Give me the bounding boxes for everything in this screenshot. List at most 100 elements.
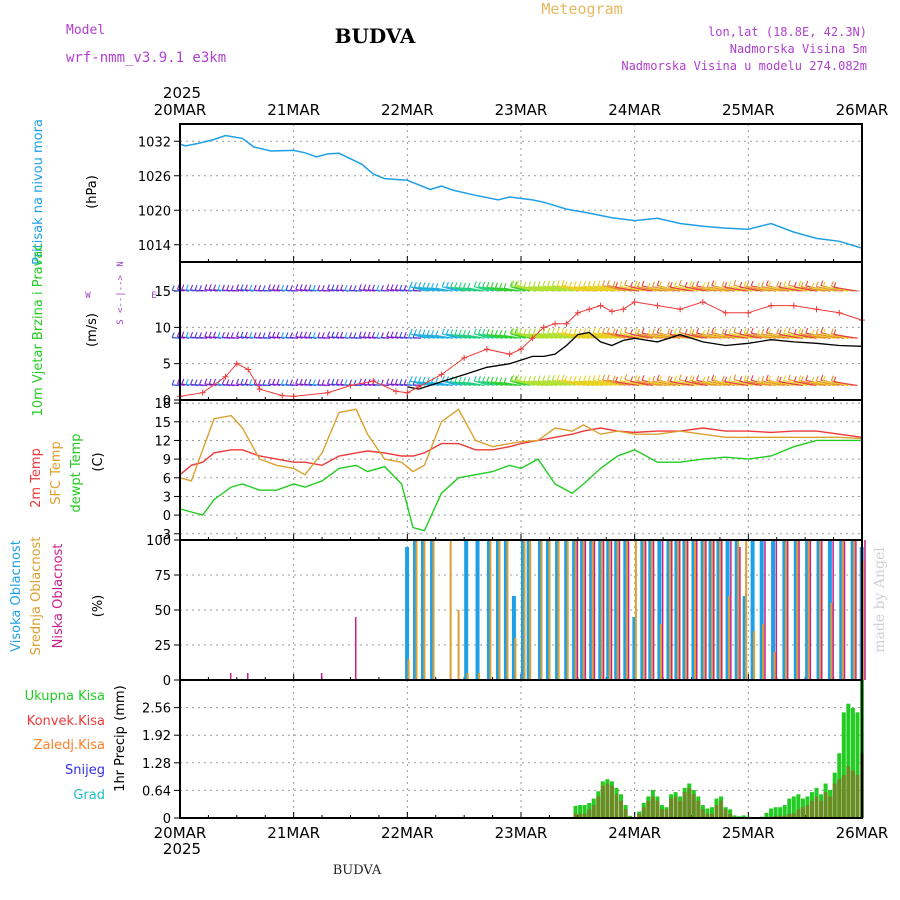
wind-barb: [637, 333, 663, 339]
precip-convective-bar: [832, 783, 837, 818]
wind-barb-flag: [394, 331, 398, 338]
wind-barb: [547, 285, 572, 292]
wind-barb-flag: [208, 331, 212, 337]
cloud-mid-bar: [625, 540, 628, 680]
wind-barb: [353, 337, 362, 339]
wind-barb: [478, 286, 494, 292]
wind-barb-flag: [171, 379, 175, 386]
wind-barb: [569, 286, 594, 292]
cloud-mid-bar: [548, 540, 551, 680]
wind-barb-flag: [221, 332, 225, 338]
wind-barb-flag: [612, 375, 616, 381]
wind-barb-flag: [422, 282, 426, 288]
wind-barb-flag: [358, 284, 362, 290]
wind-barb-flag: [281, 284, 285, 291]
wind-speed-marker: [392, 388, 399, 395]
cloud-mid-bar: [574, 540, 577, 680]
wind-barb-flag: [592, 375, 596, 381]
wind-barb-flag: [830, 375, 834, 381]
precip-convective-bar: [623, 809, 628, 818]
wind-barb-flag: [327, 284, 331, 290]
wind-barb-flag: [335, 331, 339, 338]
wind-barb-flag: [696, 280, 700, 287]
wind-barb: [713, 286, 740, 292]
wind-barb-flag: [276, 331, 280, 338]
wind-barb: [199, 289, 208, 292]
legend-total: Ukupna Kisa: [25, 689, 105, 704]
wind-barb-flag: [353, 285, 357, 291]
wind-barb: [757, 334, 781, 339]
precip-total-bar: [773, 807, 778, 818]
wind-speed-marker: [654, 302, 661, 309]
wind-barb-flag: [678, 327, 682, 333]
wind-barb: [442, 286, 458, 292]
wind-barb-flag: [289, 379, 293, 385]
wind-barb: [588, 285, 613, 292]
wind-barb-flag: [295, 378, 299, 384]
wind-barb: [691, 333, 717, 339]
cloud-low-bar: [678, 540, 681, 680]
wind-barb-flag: [606, 280, 610, 286]
wind-barb-flag: [811, 376, 815, 383]
wind-barb: [450, 333, 467, 339]
cloud-mid-bar: [711, 540, 714, 680]
cloud-mid-ylabel: Srednja Oblacnost: [29, 537, 44, 656]
time-label: 26MAR: [836, 101, 889, 119]
wind-barb: [685, 286, 708, 292]
wind-barb: [739, 286, 763, 292]
temperature-ytick-label: 6: [163, 472, 171, 487]
wind-barb-flag: [418, 329, 422, 335]
cloud-high-bar: [475, 540, 480, 680]
precip-total-bar: [778, 807, 783, 818]
wind-barb: [602, 284, 626, 292]
wind-barb-flag: [194, 379, 198, 385]
wind-barb-flag: [380, 332, 384, 338]
wind-barb-flag: [778, 329, 782, 335]
wind-barb-flag: [321, 332, 325, 338]
precip-convective-bar: [650, 796, 655, 818]
cloud-low-bar: [670, 540, 673, 680]
wind-barb-flag: [482, 281, 486, 288]
precip-convective-bar: [678, 800, 683, 818]
wind-barb-flag: [667, 328, 671, 334]
cloud-high-bar: [827, 540, 832, 680]
wind-barb-flag: [606, 374, 610, 381]
wind-barb-flag: [733, 374, 737, 380]
precip-convective-bar: [809, 800, 814, 818]
wind-barb: [794, 333, 817, 339]
cloud-mid-bar: [582, 540, 585, 680]
wind-barb-flag: [805, 375, 809, 381]
wind-barb-flag: [750, 375, 754, 381]
wind-barb-flag: [358, 378, 362, 385]
wind-barb: [564, 380, 590, 387]
wind-barb: [557, 284, 581, 292]
precip-convective-bar: [773, 815, 778, 818]
time-label: 21MAR: [267, 824, 320, 842]
wind-barb-flag: [800, 329, 804, 335]
cloud-low-bar: [832, 540, 834, 680]
cloud-low-bar: [739, 547, 741, 680]
wind-barb: [533, 380, 558, 387]
clouds-ytick-label: 0: [163, 674, 171, 689]
wind-speed-marker: [768, 302, 775, 309]
wind-barb: [713, 333, 740, 339]
wind-barb-flag: [403, 332, 407, 338]
wind-barb: [823, 333, 849, 339]
cloud-mid-bar: [600, 540, 603, 680]
wind-ytick-label: 15: [154, 285, 171, 300]
cloud-high-bar: [657, 540, 662, 680]
precip-total-bar: [741, 815, 746, 818]
wind-barb-flag: [426, 376, 430, 383]
wind-barb: [702, 287, 726, 292]
wind-barb-flag: [190, 331, 194, 338]
wind-barb-flag: [204, 378, 208, 384]
wind-barb: [209, 336, 217, 339]
wind-barb: [290, 289, 299, 292]
wind-barb-flag: [776, 328, 780, 334]
wind-barb: [794, 380, 817, 387]
wind-barb-flag: [684, 376, 688, 382]
cloud-low-bar: [705, 540, 707, 680]
wind-barb-flag: [272, 331, 276, 338]
legend-snow: Snijeg: [65, 763, 105, 778]
precip-total-bar: [855, 712, 860, 818]
